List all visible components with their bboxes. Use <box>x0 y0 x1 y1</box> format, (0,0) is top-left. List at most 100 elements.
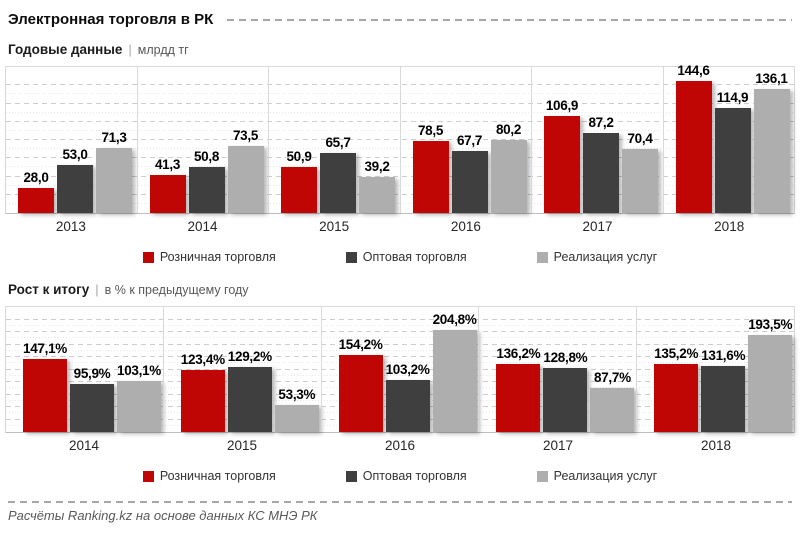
value-label: 103,2% <box>385 362 430 378</box>
growth-chart: 147,1% 95,9% 103,1% 123,4% 129,2% 53,3% 154,2%… <box>5 306 795 457</box>
gridline-minor <box>6 349 794 351</box>
growth-legend: Розничная торговля Оптовая торговля Реализ… <box>5 465 795 487</box>
bar-services-2013: 71,3 <box>96 130 132 213</box>
value-label: 87,2 <box>588 115 614 131</box>
value-label: 204,8% <box>432 311 477 327</box>
bar-wholesale-2018: 131,6% <box>701 348 745 432</box>
legend-label: Реализация услуг <box>553 250 658 264</box>
value-label: 128,8% <box>543 349 588 365</box>
value-label: 50,9 <box>286 148 312 164</box>
value-label: 147,1% <box>23 340 67 356</box>
annual-data-chart: 28,0 53,0 71,3 41,3 50,8 73,5 50,9 65,7 39,2 78,5… <box>5 63 795 238</box>
bar-services-2016: 80,2 <box>490 122 527 213</box>
legend-label: Розничная торговля <box>159 469 276 483</box>
value-label: 135,2% <box>654 346 699 362</box>
header: Электронная торговля в РК <box>8 8 792 30</box>
bar-retail-2016: 78,5 <box>412 123 449 213</box>
gridline-minor <box>6 324 794 326</box>
value-label: 53,0 <box>62 146 88 162</box>
year-panel-2018: 135,2% 131,6% 193,5% <box>636 307 794 432</box>
value-label: 144,6 <box>677 63 710 79</box>
value-label: 65,7 <box>325 135 351 150</box>
legend-label: Реализация услуг <box>553 469 658 483</box>
legend-label: Оптовая торговля <box>362 250 467 264</box>
bar-services-2017: 87,7% <box>590 370 635 432</box>
value-label: 80,2 <box>495 121 522 137</box>
year-label: 2016 <box>384 437 416 453</box>
year-label: 2014 <box>187 218 218 234</box>
value-label: 28,0 <box>23 169 49 185</box>
legend-label: Розничная торговля <box>159 250 276 264</box>
gridline-major <box>6 343 794 345</box>
gridline-major <box>6 331 794 332</box>
legend-item-services: Реализация услуг <box>536 469 658 483</box>
value-label: 114,9 <box>716 90 749 106</box>
year-panel-2014: 41,3 50,8 73,5 <box>136 67 269 213</box>
year-panel-2017: 106,9 87,2 70,4 <box>531 67 663 213</box>
value-label: 78,5 <box>417 123 444 139</box>
annual-plot-area: 28,0 53,0 71,3 41,3 50,8 73,5 50,9 65,7 39,2 78,5… <box>5 63 795 214</box>
year-label: 2018 <box>714 218 745 234</box>
value-label: 70,4 <box>627 130 653 146</box>
bar-retail-2017: 106,9 <box>544 98 580 213</box>
gridline-major <box>6 318 794 320</box>
bar-wholesale-2014: 95,9% <box>70 366 114 432</box>
value-label: 131,6% <box>701 348 746 364</box>
value-label: 154,2% <box>338 336 383 352</box>
year-panel-2015: 123,4% 129,2% 53,3% <box>162 307 321 432</box>
bar-retail-2018: 144,6 <box>675 63 712 213</box>
year-panel-2013: 28,0 53,0 71,3 <box>6 67 137 213</box>
growth-section-header: Рост к итогу | в % к предыдущему году <box>8 282 792 300</box>
growth-section-unit: в % к предыдущему году <box>104 283 249 297</box>
separator-pipe: | <box>95 282 99 297</box>
bar-wholesale-2014: 50,8 <box>188 149 225 213</box>
annual-section-header: Годовые данные | млрдд тг <box>8 42 792 60</box>
gridline-major <box>6 356 794 357</box>
bar-retail-2014: 41,3 <box>149 157 186 213</box>
legend-swatch-wholesale <box>345 251 357 263</box>
gridline-major <box>6 368 794 370</box>
year-panel-2018: 144,6 114,9 136,1 <box>662 63 795 213</box>
year-label: 2018 <box>700 437 732 453</box>
year-label: 2015 <box>226 437 258 453</box>
bar-retail-2018: 135,2% <box>654 346 698 432</box>
year-label: 2013 <box>55 218 86 234</box>
annual-section-unit: млрдд тг <box>137 43 189 57</box>
bar-wholesale-2017: 87,2 <box>583 115 619 213</box>
legend-item-services: Реализация услуг <box>536 250 658 264</box>
value-label: 136,1 <box>755 70 788 86</box>
annual-legend: Розничная торговля Оптовая торговля Реализ… <box>5 246 795 268</box>
value-label: 129,2% <box>227 349 272 365</box>
bar-retail-2013: 28,0 <box>18 170 54 213</box>
legend-item-retail: Розничная торговля <box>142 469 276 483</box>
bar-wholesale-2017: 128,8% <box>543 350 588 432</box>
header-dashed-rule <box>227 19 792 21</box>
value-label: 106,9 <box>545 97 579 113</box>
growth-x-axis: 2014 2015 2016 2017 2018 <box>5 433 795 457</box>
bar-services-2017: 70,4 <box>622 131 658 213</box>
year-label: 2015 <box>319 218 350 234</box>
page-title: Электронная торговля в РК <box>8 10 214 28</box>
bar-services-2014: 103,1% <box>117 363 161 432</box>
bar-wholesale-2015: 65,7 <box>320 135 356 213</box>
bar-wholesale-2013: 53,0 <box>57 147 93 213</box>
value-label: 50,8 <box>193 148 220 164</box>
bar-wholesale-2016: 103,2% <box>385 362 430 432</box>
legend-label: Оптовая торговля <box>362 469 467 483</box>
value-label: 39,2 <box>364 159 390 175</box>
footer-dashed-rule <box>8 501 792 503</box>
bar-retail-2014: 147,1% <box>23 341 67 432</box>
annual-section-title: Годовые данные <box>8 42 123 57</box>
legend-swatch-services <box>536 251 548 263</box>
legend-swatch-services <box>536 470 548 482</box>
value-label: 67,7 <box>456 133 483 149</box>
value-label: 123,4% <box>180 352 225 368</box>
value-label: 193,5% <box>748 317 793 333</box>
legend-swatch-wholesale <box>345 470 357 482</box>
growth-plot-area: 147,1% 95,9% 103,1% 123,4% 129,2% 53,3% 154,2%… <box>5 306 795 433</box>
year-label: 2017 <box>582 218 613 234</box>
value-label: 41,3 <box>154 157 181 173</box>
footer: Расчёты Ranking.kz на основе данных КС М… <box>8 501 792 523</box>
gridline-minor <box>6 337 794 339</box>
legend-swatch-retail <box>142 470 154 482</box>
